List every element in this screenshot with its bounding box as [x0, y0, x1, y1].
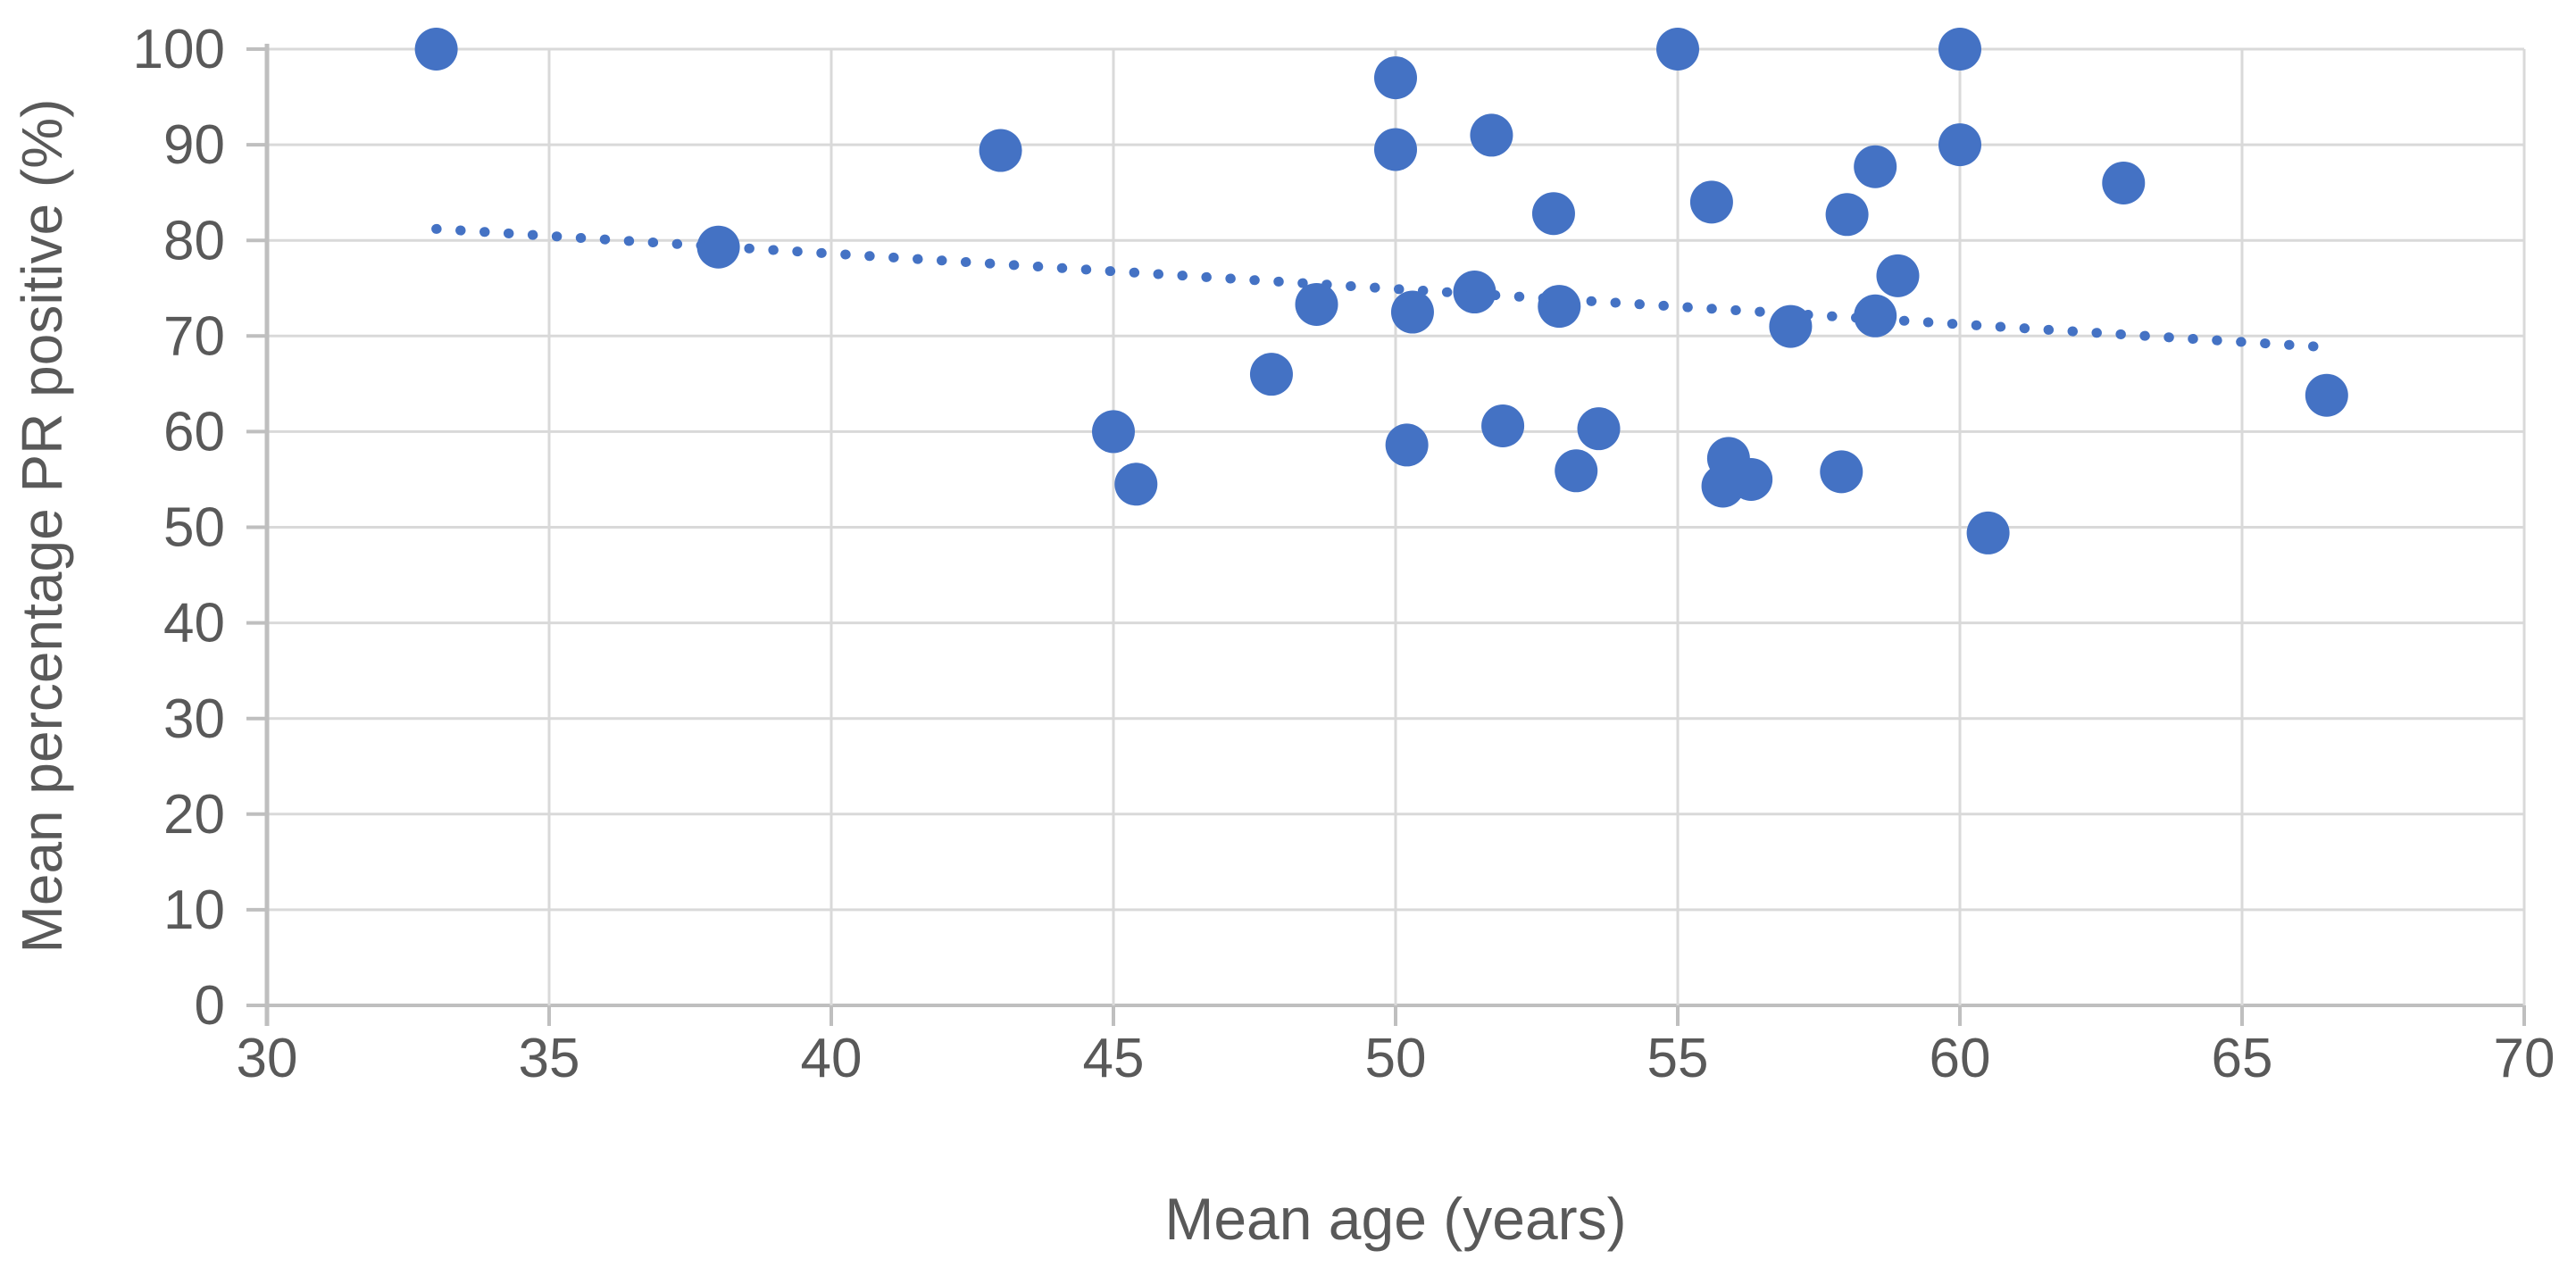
scatter-point[interactable]	[1385, 423, 1429, 467]
x-tick-label: 30	[237, 1028, 298, 1089]
y-axis-title: Mean percentage PR positive (%)	[10, 98, 74, 954]
scatter-point[interactable]	[696, 225, 740, 269]
y-tick-label: 100	[133, 19, 225, 80]
scatter-point[interactable]	[1538, 285, 1581, 329]
scatter-point[interactable]	[1730, 457, 1773, 501]
scatter-point[interactable]	[1825, 193, 1869, 237]
scatter-point[interactable]	[1295, 282, 1338, 326]
scatter-point[interactable]	[1531, 192, 1575, 236]
y-tick-label: 20	[163, 784, 225, 846]
x-tick-label: 55	[1647, 1028, 1709, 1089]
y-tick-label: 30	[163, 688, 225, 750]
scatter-point[interactable]	[1374, 56, 1417, 100]
scatter-point[interactable]	[1114, 463, 1158, 506]
scatter-point[interactable]	[1249, 353, 1293, 396]
x-tick-label: 60	[1930, 1028, 1991, 1089]
x-tick-label: 35	[519, 1028, 580, 1089]
scatter-point[interactable]	[2305, 373, 2348, 417]
y-tick-label: 50	[163, 497, 225, 559]
y-tick-label: 60	[163, 401, 225, 463]
x-tick-label: 50	[1365, 1028, 1427, 1089]
y-tick-label: 0	[195, 975, 225, 1037]
x-tick-label: 45	[1083, 1028, 1145, 1089]
scatter-point[interactable]	[1689, 180, 1733, 224]
scatter-point[interactable]	[1555, 449, 1598, 493]
scatter-point[interactable]	[1820, 450, 1863, 494]
y-tick-label: 90	[163, 114, 225, 176]
y-tick-label: 70	[163, 305, 225, 367]
scatter-point[interactable]	[1938, 28, 1981, 71]
scatter-point[interactable]	[1470, 113, 1513, 157]
scatter-point[interactable]	[1481, 404, 1525, 447]
scatter-point[interactable]	[1390, 290, 1434, 334]
scatter-point[interactable]	[1876, 254, 1920, 297]
y-tick-label: 40	[163, 593, 225, 654]
scatter-point[interactable]	[979, 129, 1022, 172]
x-tick-label: 70	[2494, 1028, 2555, 1089]
y-tick-label: 80	[163, 210, 225, 271]
scatter-point[interactable]	[1854, 294, 1897, 338]
scatter-point[interactable]	[1577, 407, 1621, 451]
x-axis-title: Mean age (years)	[1164, 1186, 1627, 1252]
scatter-point[interactable]	[1938, 123, 1981, 167]
scatter-point[interactable]	[1374, 128, 1417, 171]
scatter-point[interactable]	[1854, 145, 1897, 188]
trendline	[431, 223, 2321, 352]
scatter-point[interactable]	[1656, 28, 1699, 71]
y-tick-label: 10	[163, 879, 225, 941]
scatter-point[interactable]	[2102, 161, 2146, 204]
scatter-point[interactable]	[1966, 511, 2010, 554]
scatter-point[interactable]	[414, 28, 458, 71]
x-tick-label: 65	[2212, 1028, 2273, 1089]
x-tick-label: 40	[801, 1028, 863, 1089]
scatter-point[interactable]	[1092, 410, 1135, 454]
